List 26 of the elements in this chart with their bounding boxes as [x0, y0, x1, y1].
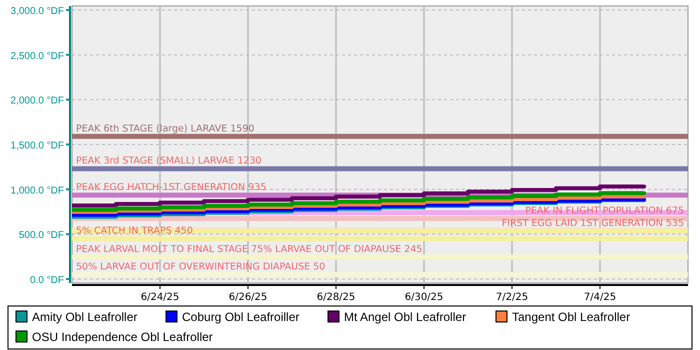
- x-tick-label: 6/26/25: [228, 292, 268, 303]
- x-tick-label: 6/24/25: [140, 292, 180, 303]
- ref-line-label: 5% CATCH IN TRAPS 450: [76, 226, 193, 237]
- ref-line-label: PEAK LARVAL MOLT TO FINAL STAGE 75% LARVAE OUT OF DIAPAUSE 245: [76, 244, 422, 256]
- ref-line-label: PEAK 3rd STAGE (SMALL) LARVAE 1230: [76, 156, 262, 167]
- x-tick-label: 7/2/25: [496, 292, 528, 303]
- ref-line-label: PEAK 6th STAGE (large) LARAVE 1590: [76, 123, 254, 134]
- x-tick-label: 7/4/25: [584, 292, 616, 303]
- legend-label: Coburg Obl Leafroiller: [182, 310, 300, 324]
- y-tick-label: 2,500.0 °DF: [10, 50, 64, 62]
- y-tick-label: 2,000.0 °DF: [10, 96, 64, 107]
- ref-line-label: 50% LARVAE OUT OF OVERWINTERING DIAPAUSE 50: [76, 262, 326, 273]
- y-tick-label: 3,000.0 °DF: [10, 6, 64, 17]
- x-tick-label: 6/28/25: [316, 292, 356, 303]
- y-tick-label: 500.0 °DF: [18, 230, 64, 242]
- y-tick-label: 1,000.0 °DF: [10, 185, 64, 196]
- ref-line-label: PEAK EGG HATCH-1ST GENERATION 935: [76, 182, 266, 194]
- ref-line-label: PEAK IN FLIGHT POPULATION 675: [525, 205, 684, 216]
- legend-label: Mt Angel Obl Leafroller: [344, 310, 466, 324]
- x-tick-label: 6/30/25: [404, 292, 444, 303]
- legend-label: Tangent Obl Leafroller: [512, 310, 630, 324]
- legend-label: OSU Independence Obl Leafroller: [32, 330, 213, 344]
- y-tick-label: 1,500.0 °DF: [10, 140, 64, 152]
- ref-line-label: FIRST EGG LAID 1ST GENERATION 535: [502, 218, 684, 230]
- y-tick-label: 0.0 °DF: [30, 275, 64, 286]
- legend-label: Amity Obl Leafroller: [32, 310, 138, 324]
